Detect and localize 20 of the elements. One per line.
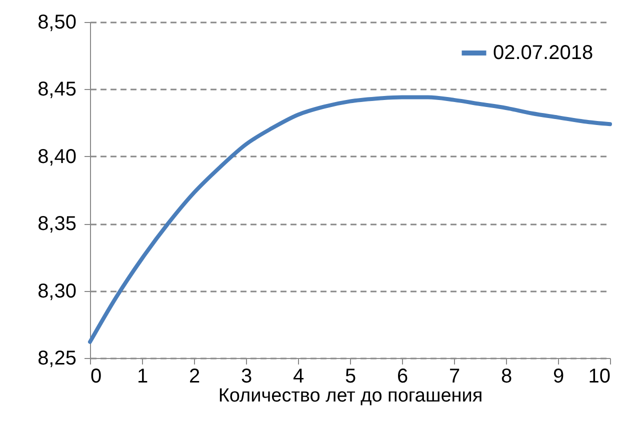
x-tick-label: 5: [344, 366, 356, 388]
x-tick-label: 9: [552, 366, 564, 388]
x-axis-title: Количество лет до погашения: [218, 386, 483, 406]
legend-label: 02.07.2018: [493, 42, 594, 64]
x-tick-label: 8: [500, 366, 512, 388]
y-tick-label: 8,50: [38, 12, 76, 34]
x-tick-label: 0: [90, 366, 102, 388]
x-tick-label: 4: [292, 366, 304, 388]
line-series: [88, 95, 612, 344]
x-tick-label: 3: [240, 366, 252, 388]
x-tick-label: 7: [448, 366, 460, 388]
x-tick-label: 10: [588, 366, 610, 388]
y-tick-label: 8,45: [38, 78, 76, 101]
x-tick-label: 6: [396, 366, 408, 388]
y-tick-label: 8,25: [38, 348, 76, 370]
y-tick-label: 8,40: [38, 146, 76, 168]
y-tick-label: 8,30: [38, 280, 76, 302]
y-tick-label: 8,35: [38, 213, 76, 236]
x-tick-label: 2: [188, 366, 200, 388]
x-tick-label: 1: [136, 366, 148, 388]
